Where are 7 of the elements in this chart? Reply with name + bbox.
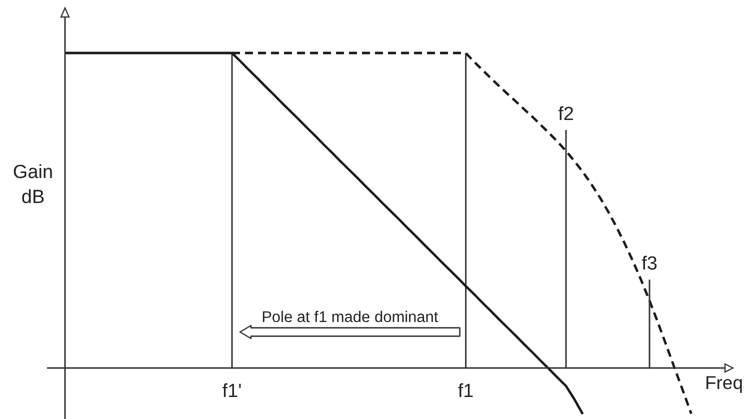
- y-axis-title: Gain dB: [12, 162, 54, 208]
- x-tick-label: f1: [458, 381, 474, 402]
- x-tick-label: f1': [222, 381, 242, 402]
- annotation: Pole at f1 made dominant: [262, 309, 439, 326]
- annotation: f2: [558, 104, 574, 125]
- annotation: f3: [642, 254, 658, 275]
- x-axis-title: Freq: [704, 372, 743, 393]
